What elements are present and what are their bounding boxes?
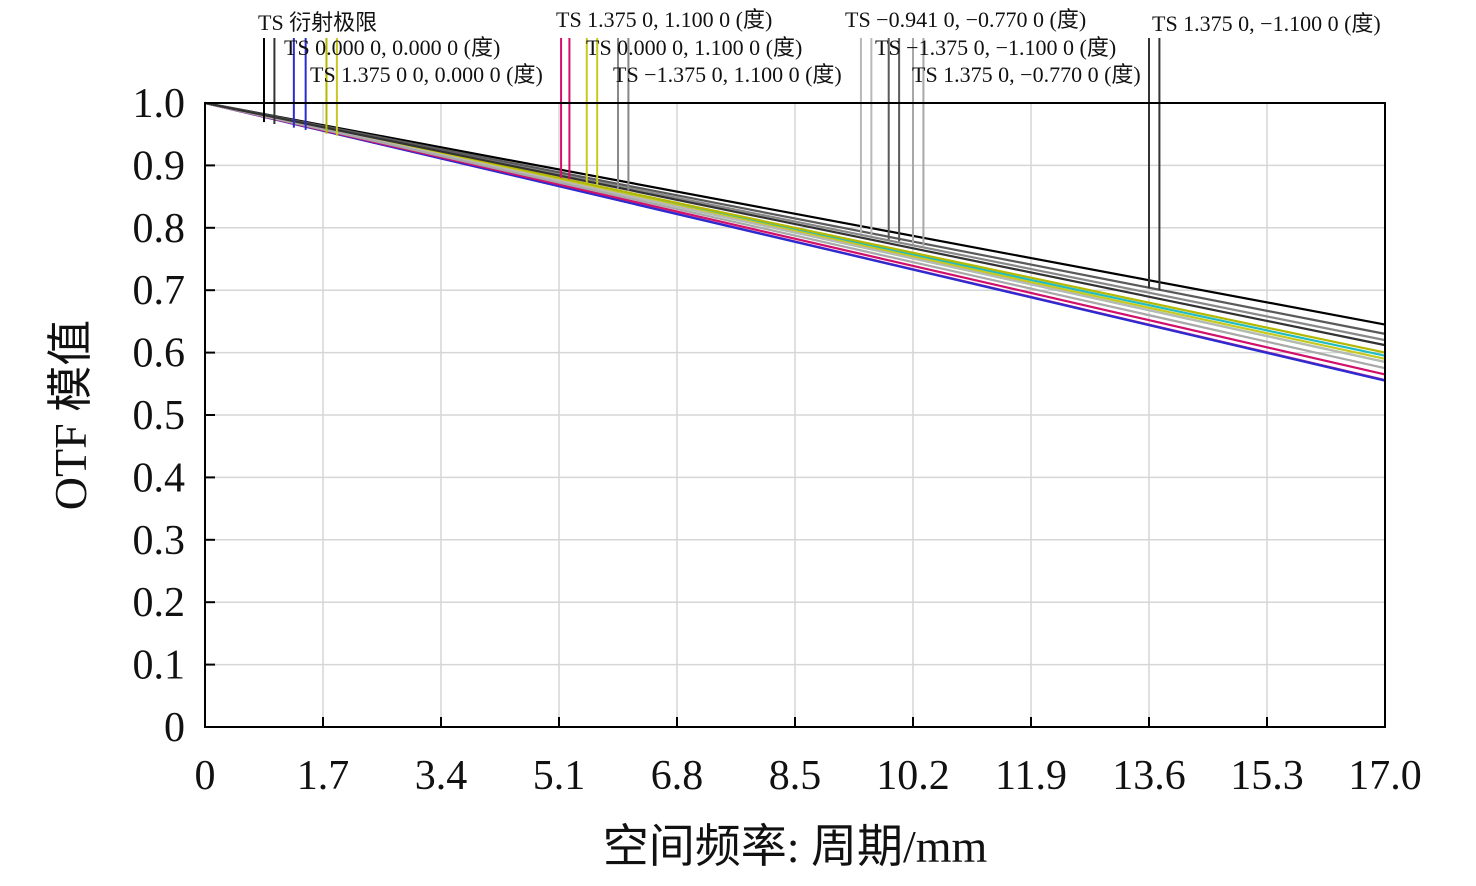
y-tick-label: 0.3 (133, 518, 186, 564)
x-tick-label: 8.5 (769, 753, 822, 799)
y-tick-label: 0.1 (133, 643, 186, 689)
y-tick-label: 0.7 (133, 268, 186, 314)
legend-label: TS 1.375 0, −1.100 0 (度) (1152, 11, 1381, 36)
legend-label: TS −0.941 0, −0.770 0 (度) (845, 7, 1086, 32)
series-line (204, 101, 1386, 370)
y-tick-label: 0.5 (133, 393, 186, 439)
x-tick-label: 15.3 (1230, 753, 1304, 799)
x-tick-label: 13.6 (1112, 753, 1186, 799)
legend-label: TS 1.375 0 0, 0.000 0 (度) (310, 62, 543, 87)
y-tick-label: 0 (164, 705, 185, 751)
x-tick-label: 10.2 (876, 753, 950, 799)
series-line (204, 101, 1386, 347)
y-tick-label: 0.9 (133, 143, 186, 189)
x-tick-label: 6.8 (651, 753, 704, 799)
y-ticks: 0 0.1 0.2 0.3 0.4 0.5 0.6 0.7 0.8 0.9 1.0 (133, 81, 215, 751)
legend-label: TS 衍射极限 (258, 10, 377, 35)
y-tick-label: 0.2 (133, 580, 186, 626)
legend-label: TS −1.375 0, −1.100 0 (度) (875, 35, 1116, 60)
x-tick-label: 3.4 (415, 753, 468, 799)
y-axis-label: OTF 模值 (45, 320, 96, 510)
series-line (204, 101, 1386, 335)
legend-label: TS 0.000 0, 1.100 0 (度) (586, 35, 802, 60)
x-axis-label: 空间频率: 周期/mm (603, 821, 988, 872)
legend-label: TS −1.375 0, 1.100 0 (度) (613, 62, 842, 87)
y-tick-label: 0.4 (133, 455, 186, 501)
legend-label: TS 1.375 0, −0.770 0 (度) (912, 62, 1141, 87)
x-tick-label: 17.0 (1348, 753, 1422, 799)
x-tick-label: 1.7 (297, 753, 350, 799)
legend-label: TS 0.000 0, 0.000 0 (度) (284, 35, 500, 60)
y-tick-label: 1.0 (133, 81, 186, 127)
series-layer (204, 101, 1386, 382)
grid-lines (205, 103, 1385, 727)
x-tick-label: 5.1 (533, 753, 586, 799)
legend-markers (263, 38, 1161, 291)
y-tick-label: 0.8 (133, 206, 186, 252)
y-tick-label: 0.6 (133, 331, 186, 377)
x-tick-label: 0 (195, 753, 216, 799)
legend-label: TS 1.375 0, 1.100 0 (度) (556, 7, 772, 32)
x-ticks: 0 1.7 3.4 5.1 6.8 8.5 10.2 11.9 13.6 15.3 17.0 (195, 717, 1422, 799)
series-line (204, 101, 1386, 326)
x-tick-label: 11.9 (995, 753, 1067, 799)
